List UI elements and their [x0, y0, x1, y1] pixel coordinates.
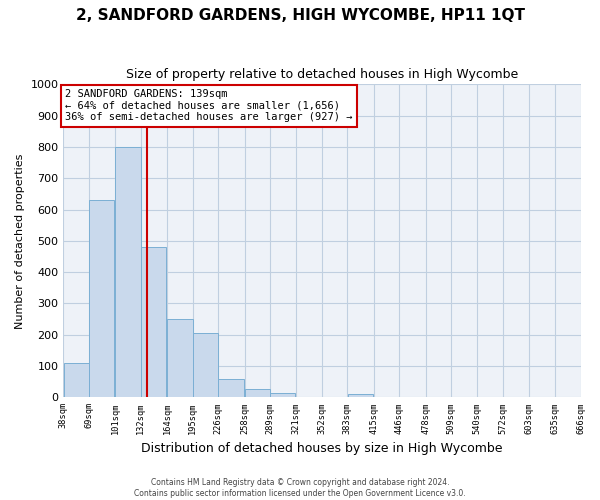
- Bar: [89, 200, 115, 398]
- Bar: [218, 378, 244, 398]
- Bar: [115, 147, 140, 398]
- Y-axis label: Number of detached properties: Number of detached properties: [15, 153, 25, 328]
- Bar: [167, 319, 193, 398]
- Bar: [141, 247, 166, 398]
- Bar: [193, 333, 218, 398]
- X-axis label: Distribution of detached houses by size in High Wycombe: Distribution of detached houses by size …: [141, 442, 503, 455]
- Text: 2, SANDFORD GARDENS, HIGH WYCOMBE, HP11 1QT: 2, SANDFORD GARDENS, HIGH WYCOMBE, HP11 …: [76, 8, 524, 22]
- Title: Size of property relative to detached houses in High Wycombe: Size of property relative to detached ho…: [126, 68, 518, 80]
- Text: 2 SANDFORD GARDENS: 139sqm
← 64% of detached houses are smaller (1,656)
36% of s: 2 SANDFORD GARDENS: 139sqm ← 64% of deta…: [65, 89, 353, 122]
- Bar: [270, 392, 295, 398]
- Bar: [347, 394, 373, 398]
- Bar: [245, 389, 270, 398]
- Bar: [64, 363, 89, 398]
- Text: Contains HM Land Registry data © Crown copyright and database right 2024.
Contai: Contains HM Land Registry data © Crown c…: [134, 478, 466, 498]
